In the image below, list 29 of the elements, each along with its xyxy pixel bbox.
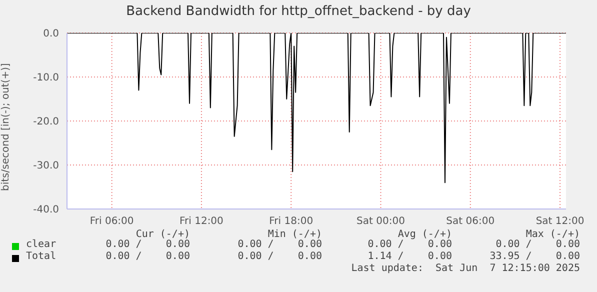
line-series — [67, 33, 566, 184]
y-tick-label: -40.0 — [33, 204, 59, 216]
x-tick-label: Sat 00:00 — [356, 216, 405, 228]
legend-label: Total — [26, 251, 56, 262]
x-tick-label: Fri 12:00 — [180, 216, 224, 228]
text: 0.00 / 0.00 — [106, 251, 190, 262]
text: 0.00 / 0.00 — [496, 239, 580, 250]
text: 0.00 / 0.00 — [238, 239, 322, 250]
text: 0.00 / 0.00 — [106, 239, 190, 250]
text: Cur (-/+) — [136, 229, 190, 240]
text: Max (-/+) — [526, 229, 580, 240]
text: Min (-/+) — [268, 229, 322, 240]
legend-label: clear — [26, 239, 56, 250]
text: 1.14 / 0.00 — [368, 251, 452, 262]
y-tick-label: -20.0 — [33, 116, 59, 128]
x-tick-label: Sat 06:00 — [446, 216, 495, 228]
text: Last update: Sat Jun 7 12:15:00 2025 — [351, 263, 580, 274]
x-tick-label: Sat 12:00 — [536, 216, 584, 228]
text: 0.00 / 0.00 — [368, 239, 452, 250]
y-tick-label: 0.0 — [43, 28, 59, 40]
text: 33.95 / 0.00 — [490, 251, 580, 262]
text: 0.00 / 0.00 — [238, 251, 322, 262]
x-tick-label: Fri 06:00 — [90, 216, 134, 228]
y-tick-label: -10.0 — [33, 72, 59, 84]
chart-title: Backend Bandwidth for http_offnet_backend - by day — [125, 4, 472, 19]
y-axis-title: bits/second [in(-); out(+)] — [0, 62, 12, 191]
y-tick-label: -30.0 — [33, 160, 59, 172]
text: Avg (-/+) — [398, 229, 452, 240]
x-tick-label: Fri 18:00 — [269, 216, 314, 228]
